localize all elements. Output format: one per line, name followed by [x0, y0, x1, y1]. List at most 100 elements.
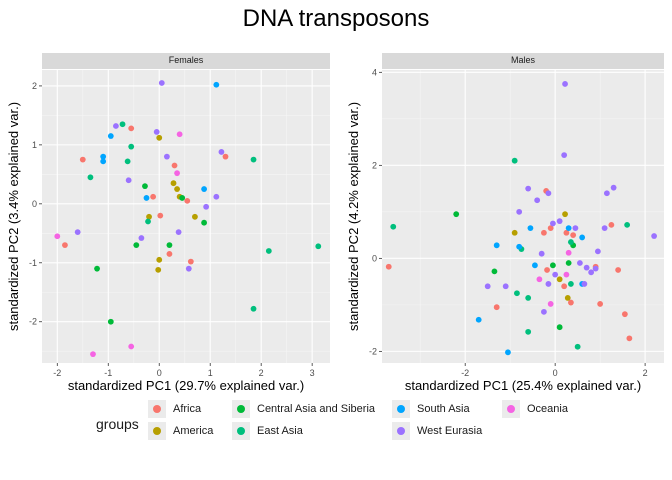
males-data-point — [547, 301, 554, 307]
males-data-point — [516, 208, 523, 215]
females-data-point — [201, 219, 207, 226]
females-data-point — [222, 153, 229, 160]
males-data-point — [610, 184, 617, 191]
males-data-point — [556, 276, 563, 283]
chart-title: DNA transposons — [243, 5, 430, 32]
males-data-point — [601, 225, 608, 232]
males-data-point — [581, 281, 588, 287]
females-data-point — [153, 129, 160, 135]
males-data-point — [541, 308, 547, 315]
males-data-point — [536, 276, 543, 283]
legend-swatch — [507, 405, 515, 413]
females-data-point — [138, 235, 145, 241]
males-x-tick-label: -2 — [461, 368, 469, 378]
females-x-axis-label: standardized PC1 (29.7% explained var.) — [68, 378, 304, 393]
legend-key — [502, 400, 520, 418]
males-data-point — [564, 294, 571, 301]
females-y-tick-label: -2 — [29, 317, 37, 327]
females-x-tick-label: 0 — [157, 368, 162, 378]
males-data-point — [594, 248, 601, 255]
males-data-point — [561, 283, 568, 290]
females-data-point — [187, 258, 194, 265]
legend-swatch — [153, 427, 161, 435]
females-data-point — [192, 213, 198, 220]
legend-label: Oceania — [527, 403, 568, 415]
males-data-point — [505, 349, 511, 356]
females-data-point — [94, 265, 100, 272]
females-data-point — [142, 183, 148, 190]
males-data-point — [527, 225, 534, 232]
legend-key — [392, 400, 410, 418]
females-data-point — [201, 186, 207, 192]
males-data-point — [576, 260, 583, 266]
males-data-point — [562, 211, 568, 218]
legend-swatch — [237, 427, 245, 435]
females-data-point — [170, 180, 177, 187]
males-data-point — [550, 262, 556, 269]
males-data-point — [565, 249, 572, 256]
males-data-point — [565, 260, 572, 266]
males-data-point — [534, 197, 541, 204]
females-data-point — [157, 212, 164, 219]
legend-label: America — [173, 425, 214, 437]
males-data-point — [544, 267, 550, 273]
females-facet-strip — [42, 53, 330, 69]
males-data-point — [514, 290, 520, 297]
males-data-point — [511, 157, 518, 164]
females-data-point — [100, 158, 107, 165]
males-y-tick-label: 0 — [372, 253, 377, 263]
males-facet-label: Males — [511, 55, 536, 65]
females-data-point — [174, 186, 180, 192]
females-data-point — [265, 248, 272, 254]
females-data-point — [62, 242, 68, 248]
females-data-point — [133, 242, 140, 248]
males-data-point — [592, 265, 599, 272]
males-data-point — [583, 264, 590, 271]
females-x-tick-label: 1 — [208, 368, 213, 378]
females-data-point — [128, 343, 135, 350]
females-data-point — [166, 242, 173, 248]
females-data-point — [185, 265, 192, 272]
males-y-tick-label: 2 — [372, 160, 377, 170]
females-data-point — [145, 218, 151, 225]
females-data-point — [79, 156, 86, 163]
males-data-point — [563, 271, 570, 278]
males-x-tick-label: 0 — [553, 368, 558, 378]
males-data-point — [563, 229, 570, 236]
females-x-tick-label: -1 — [104, 368, 112, 378]
legend-label: Africa — [173, 403, 202, 415]
males-data-point — [484, 283, 491, 290]
males-data-point — [545, 281, 552, 287]
females-data-point — [107, 318, 114, 325]
females-data-point — [143, 195, 150, 201]
males-data-point — [570, 232, 577, 239]
females-y-axis-label: standardized PC2 (3.4% explained var.) — [6, 102, 21, 331]
females-x-tick-label: 2 — [259, 368, 264, 378]
females-data-point — [163, 153, 170, 160]
females-data-point — [171, 162, 178, 169]
males-data-point — [385, 263, 392, 270]
males-data-point — [511, 229, 518, 236]
males-data-point — [550, 220, 556, 227]
females-data-point — [213, 193, 220, 200]
legend-swatch — [153, 405, 161, 413]
legend-label: South Asia — [417, 403, 470, 415]
males-data-point — [624, 221, 631, 228]
females-data-point — [315, 243, 322, 250]
legend-swatch — [237, 405, 245, 413]
legend-title: groups — [96, 416, 139, 432]
males-data-point — [390, 223, 397, 230]
males-data-point — [603, 190, 610, 197]
males-data-point — [565, 225, 572, 232]
females-data-point — [213, 81, 220, 88]
males-data-point — [475, 316, 482, 323]
males-data-point — [567, 299, 574, 306]
legend-key — [392, 422, 410, 440]
males-data-point — [525, 185, 532, 192]
females-data-point — [87, 174, 94, 181]
males-data-point — [561, 152, 568, 159]
legend-label: West Eurasia — [417, 425, 483, 437]
legend-key — [148, 422, 166, 440]
females-data-point — [125, 177, 132, 184]
